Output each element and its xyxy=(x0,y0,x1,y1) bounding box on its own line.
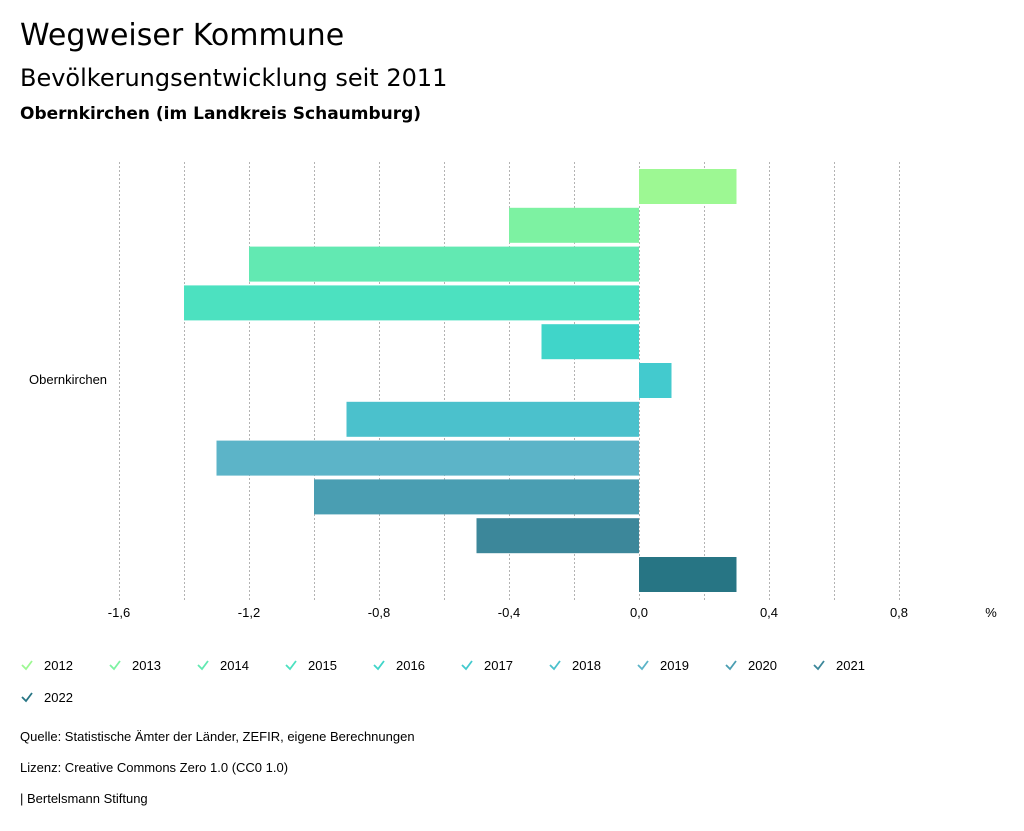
legend-label: 2018 xyxy=(572,657,601,673)
bar-2019[interactable] xyxy=(216,440,640,476)
category-label: Obernkirchen xyxy=(29,372,107,387)
bars xyxy=(184,169,737,592)
page-title: Wegweiser Kommune xyxy=(20,18,345,53)
legend-item-2022[interactable]: 2022 xyxy=(20,686,73,708)
bar-2022[interactable] xyxy=(639,557,737,592)
legend-item-2013[interactable]: 2013 xyxy=(108,654,161,676)
legend-item-2018[interactable]: 2018 xyxy=(548,654,601,676)
checkmark-icon xyxy=(197,660,209,671)
checkmark-icon xyxy=(637,660,649,671)
legend-label: 2020 xyxy=(748,657,777,673)
bar-2016[interactable] xyxy=(541,324,640,360)
checkmark-icon xyxy=(373,660,385,671)
legend-label: 2021 xyxy=(836,657,865,673)
checkmark-icon xyxy=(549,660,561,671)
legend-label: 2013 xyxy=(132,657,161,673)
checkmark-icon xyxy=(21,660,33,671)
checkmark-icon xyxy=(461,660,473,671)
bar-2012[interactable] xyxy=(639,169,737,204)
legend-item-2017[interactable]: 2017 xyxy=(460,654,513,676)
bar-2021[interactable] xyxy=(476,518,640,554)
x-tick-label: 0,0 xyxy=(630,605,648,620)
bar-2015[interactable] xyxy=(184,285,639,321)
chart-subtitle: Bevölkerungsentwicklung seit 2011 xyxy=(20,64,448,92)
x-tick-label: -0,8 xyxy=(368,605,390,620)
x-tick-label: -1,6 xyxy=(108,605,130,620)
legend-item-2014[interactable]: 2014 xyxy=(196,654,249,676)
checkmark-icon xyxy=(725,660,737,671)
legend-item-2020[interactable]: 2020 xyxy=(724,654,777,676)
legend-item-2015[interactable]: 2015 xyxy=(284,654,337,676)
x-axis-ticks: -1,6 -1,2 -0,8 -0,4 0,0 0,4 0,8 xyxy=(108,605,908,620)
checkmark-icon xyxy=(109,660,121,671)
legend-label: 2014 xyxy=(220,657,249,673)
legend-label: 2016 xyxy=(396,657,425,673)
x-tick-label: -0,4 xyxy=(498,605,520,620)
legend-item-2019[interactable]: 2019 xyxy=(636,654,689,676)
x-tick-label: 0,8 xyxy=(890,605,908,620)
bar-2017[interactable] xyxy=(639,363,672,398)
x-tick-label: -1,2 xyxy=(238,605,260,620)
bar-2014[interactable] xyxy=(249,246,639,282)
source-note: Quelle: Statistische Ämter der Länder, Z… xyxy=(20,729,415,744)
legend-label: 2012 xyxy=(44,657,73,673)
legend-label: 2022 xyxy=(44,689,73,705)
legend-label: 2019 xyxy=(660,657,689,673)
region-title: Obernkirchen (im Landkreis Schaumburg) xyxy=(20,104,422,124)
bar-chart: -1,6 -1,2 -0,8 -0,4 0,0 0,4 0,8 Obernkirchen % xyxy=(29,162,997,620)
legend-item-2012[interactable]: 2012 xyxy=(20,654,73,676)
legend-label: 2017 xyxy=(484,657,513,673)
bar-2020[interactable] xyxy=(314,479,639,515)
bar-2013[interactable] xyxy=(509,207,639,243)
legend-item-2021[interactable]: 2021 xyxy=(812,654,865,676)
x-axis-unit-label: % xyxy=(985,605,997,620)
checkmark-icon xyxy=(813,660,825,671)
legend-item-2016[interactable]: 2016 xyxy=(372,654,425,676)
x-tick-label: 0,4 xyxy=(760,605,778,620)
license-note: Lizenz: Creative Commons Zero 1.0 (CC0 1… xyxy=(20,760,289,775)
checkmark-icon xyxy=(21,692,33,703)
bar-2018[interactable] xyxy=(346,401,640,437)
publisher-note: | Bertelsmann Stiftung xyxy=(20,791,148,806)
legend-label: 2015 xyxy=(308,657,337,673)
checkmark-icon xyxy=(285,660,297,671)
